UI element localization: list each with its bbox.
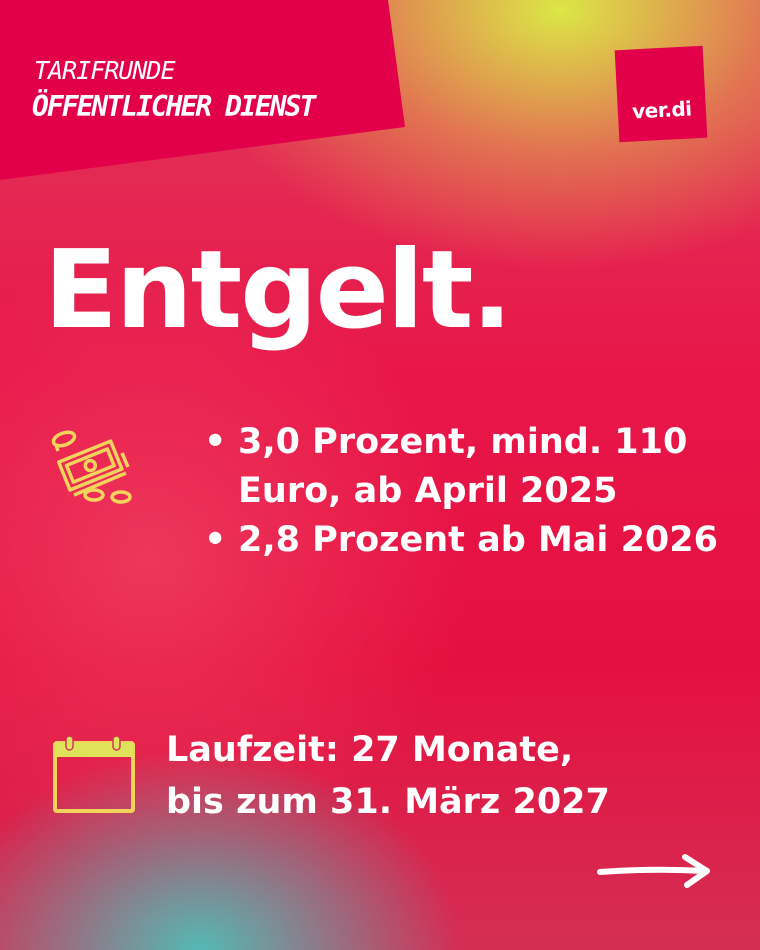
list-item: 3,0 Prozent, mind. 110 Euro, ab April 20… (200, 418, 720, 516)
calendar-icon (53, 735, 135, 813)
subtitle: ÖFFENTLICHER DIENST (32, 90, 316, 123)
duration-text: Laufzeit: 27 Monate, bis zum 31. März 20… (166, 724, 610, 828)
verdi-logo: ver.di (614, 45, 708, 143)
duration-line-1: Laufzeit: 27 Monate, (166, 730, 574, 770)
arrow-right-icon[interactable] (595, 852, 715, 892)
kicker: TARIFRUNDE (34, 56, 176, 85)
logo-text: ver.di (631, 96, 693, 124)
list-item: 2,8 Prozent ab Mai 2026 (200, 516, 720, 565)
money-icon (51, 430, 132, 504)
page-title: Entgelt. (44, 228, 513, 353)
benefit-list: 3,0 Prozent, mind. 110 Euro, ab April 20… (200, 418, 720, 565)
duration-line-2: bis zum 31. März 2027 (166, 782, 610, 822)
